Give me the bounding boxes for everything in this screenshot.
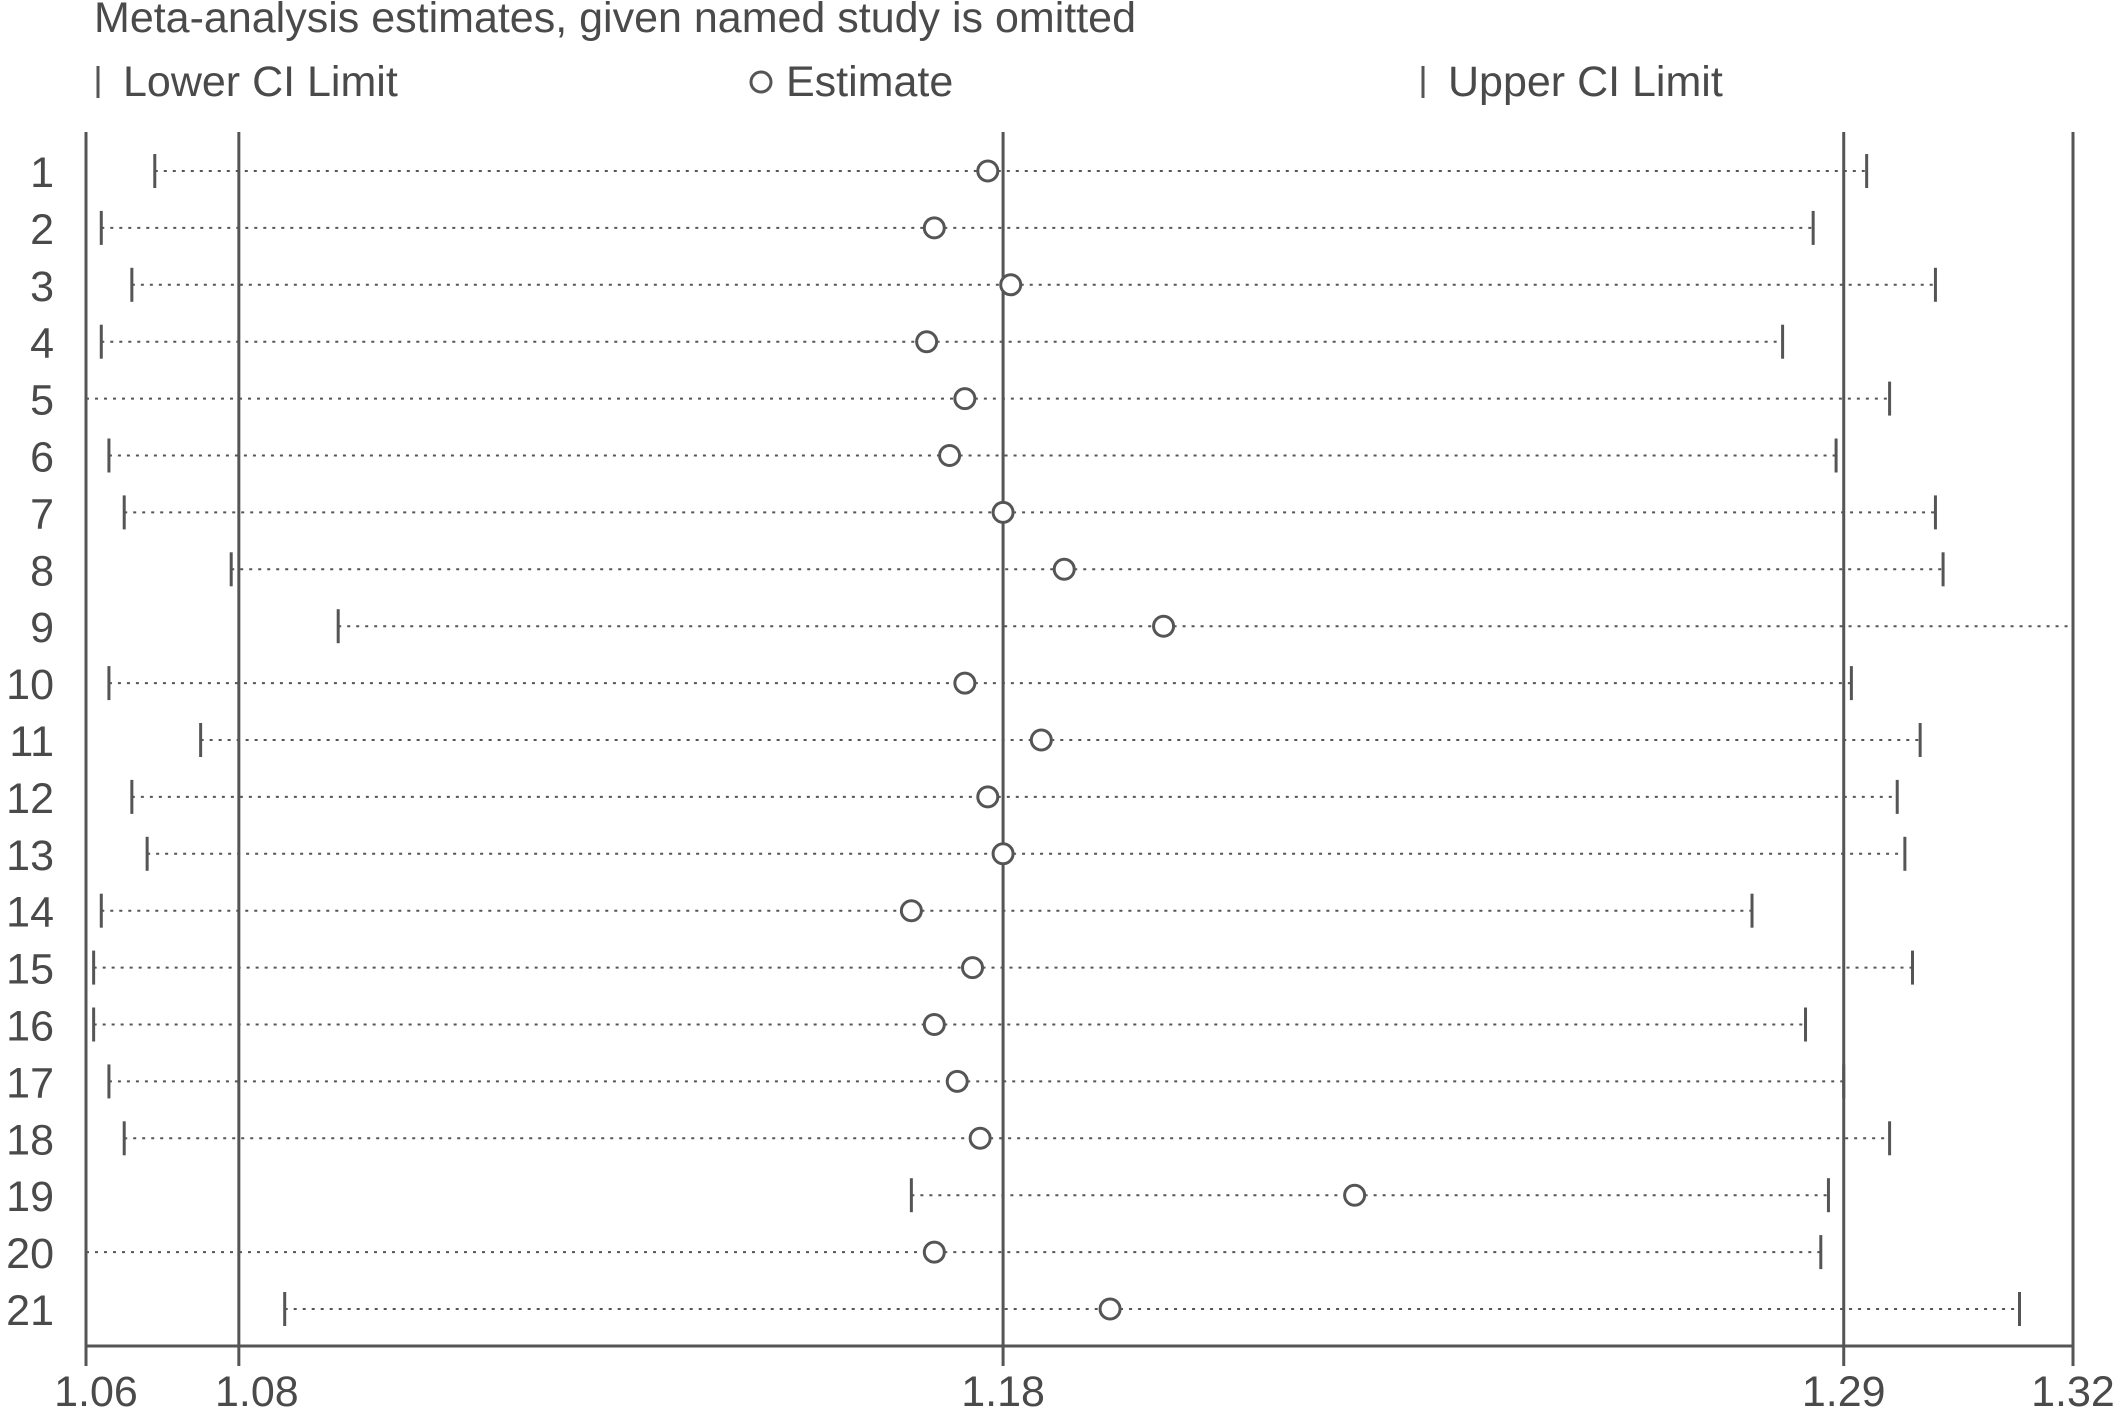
estimate-marker-12 [976,785,1000,809]
estimate-marker-9 [1152,614,1176,638]
legend-estimate-marker [749,70,773,94]
x-tick-label-2: 1.08 [215,1368,299,1415]
estimate-marker-4 [915,330,939,354]
x-tick-label-1: 1.06 [54,1368,138,1415]
estimate-marker-13 [991,842,1015,866]
study-label-14: 14 [6,889,54,937]
estimate-marker-5 [953,387,977,411]
study-label-10: 10 [6,661,54,709]
study-label-12: 12 [6,775,54,823]
estimate-marker-19 [1343,1183,1367,1207]
study-label-11: 11 [9,718,54,766]
study-label-17: 17 [6,1059,54,1107]
study-label-9: 9 [30,604,54,652]
x-tick-label-4: 1.29 [1802,1368,1886,1415]
study-label-5: 5 [30,377,54,425]
study-label-16: 16 [6,1003,54,1051]
study-label-2: 2 [30,206,54,254]
estimate-marker-6 [938,444,962,467]
estimate-marker-11 [1029,728,1053,752]
chart-title: Meta-analysis estimates, given named stu… [94,0,1136,42]
estimate-marker-1 [976,159,1000,183]
study-label-6: 6 [30,434,54,482]
study-label-15: 15 [6,946,54,994]
legend-upper-label: Upper CI Limit [1448,58,1723,106]
study-label-1: 1 [30,149,54,197]
study-label-21: 21 [6,1287,54,1335]
study-label-4: 4 [30,320,54,368]
x-tick-label-5: 1.32 [2031,1368,2115,1415]
estimate-marker-3 [999,273,1023,297]
estimate-marker-20 [922,1240,946,1264]
estimate-marker-16 [922,1013,946,1036]
estimate-marker-2 [922,216,946,240]
study-label-19: 19 [6,1173,54,1221]
study-label-7: 7 [30,490,54,538]
plot-area: 1.06 1.08 1.18 1.29 1.3212345678910111213141… [6,132,2115,1415]
legend-estimate-label: Estimate [786,58,953,106]
x-tick-label-3: 1.18 [961,1368,1045,1415]
estimate-marker-15 [961,956,985,980]
legend-lower-label: Lower CI Limit [123,58,398,106]
estimate-marker-7 [991,500,1015,524]
estimate-marker-10 [953,671,977,695]
legend: Lower CI Limit Estimate Upper CI Limit [96,58,1723,106]
estimate-marker-14 [899,899,923,923]
study-label-13: 13 [6,832,54,880]
study-label-20: 20 [6,1230,54,1278]
study-label-8: 8 [30,547,54,595]
estimate-marker-18 [968,1126,992,1150]
estimate-marker-8 [1052,557,1076,581]
study-label-18: 18 [6,1116,54,1164]
estimate-marker-21 [1098,1297,1122,1321]
estimate-marker-17 [945,1069,969,1093]
study-label-3: 3 [30,263,54,311]
